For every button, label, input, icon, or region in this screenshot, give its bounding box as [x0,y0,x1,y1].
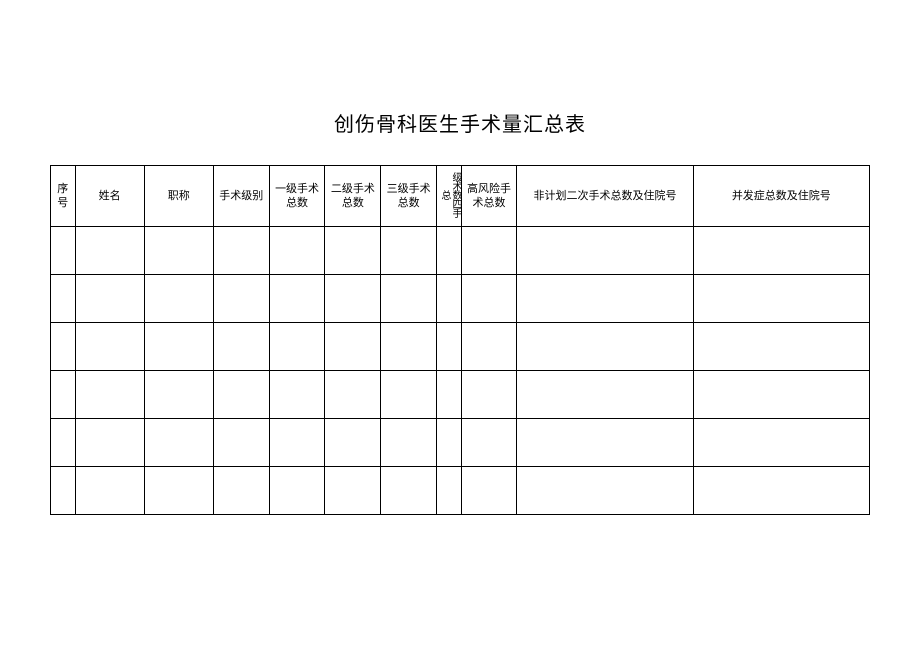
col-header-complication: 并发症总数及住院号 [693,166,869,227]
table-cell [269,227,325,275]
table-row [51,227,870,275]
table-cell [381,323,437,371]
table-cell [325,275,381,323]
table-cell [381,227,437,275]
page-title: 创伤骨科医生手术量汇总表 [50,108,870,137]
table-cell [381,371,437,419]
col-header-highrisk: 高风险手术总数 [461,166,517,227]
table-cell [51,467,76,515]
table-cell [517,227,693,275]
table-cell [517,275,693,323]
surgery-summary-table: 序号 姓名 职称 手术级别 一级手术总数 二级手术总数 三级手术总数 级术数四手… [50,165,870,515]
table-cell [75,419,144,467]
table-cell [437,323,462,371]
table-cell [269,419,325,467]
table-cell [461,323,517,371]
table-cell [437,275,462,323]
table-cell [517,419,693,467]
col-header-level2: 二级手术总数 [325,166,381,227]
table-row [51,419,870,467]
table-cell [517,371,693,419]
table-cell [381,419,437,467]
table-cell [213,227,269,275]
table-cell [144,467,213,515]
table-cell [75,467,144,515]
table-cell [269,467,325,515]
col-header-level4: 级术数四手总 [437,166,462,227]
table-cell [325,467,381,515]
col-header-level1: 一级手术总数 [269,166,325,227]
table-cell [213,275,269,323]
table-cell [461,467,517,515]
table-cell [437,227,462,275]
table-cell [325,419,381,467]
table-cell [693,371,869,419]
table-cell [75,323,144,371]
table-cell [269,371,325,419]
page-container: 创伤骨科医生手术量汇总表 序号 姓名 职称 手术级别 一级手术总数 二级手术总数… [0,0,920,515]
table-cell [51,419,76,467]
table-cell [461,371,517,419]
table-cell [213,371,269,419]
table-cell [381,275,437,323]
table-cell [693,275,869,323]
table-cell [693,467,869,515]
table-row [51,323,870,371]
table-cell [75,227,144,275]
table-cell [693,227,869,275]
col-header-index: 序号 [51,166,76,227]
table-cell [437,419,462,467]
table-cell [213,323,269,371]
table-cell [517,467,693,515]
col-header-title: 职称 [144,166,213,227]
table-cell [144,275,213,323]
table-cell [75,371,144,419]
table-cell [75,275,144,323]
table-cell [269,323,325,371]
table-cell [461,419,517,467]
col-header-level: 手术级别 [213,166,269,227]
table-cell [325,371,381,419]
table-cell [213,467,269,515]
table-row [51,467,870,515]
table-cell [517,323,693,371]
table-cell [269,275,325,323]
table-cell [144,419,213,467]
table-cell [325,323,381,371]
table-row [51,275,870,323]
table-cell [461,275,517,323]
col-header-name: 姓名 [75,166,144,227]
table-cell [693,419,869,467]
col-header-level3: 三级手术总数 [381,166,437,227]
table-cell [144,371,213,419]
table-row [51,371,870,419]
table-body [51,227,870,515]
table-header-row: 序号 姓名 职称 手术级别 一级手术总数 二级手术总数 三级手术总数 级术数四手… [51,166,870,227]
table-cell [437,371,462,419]
table-cell [437,467,462,515]
table-cell [144,323,213,371]
table-cell [51,275,76,323]
table-cell [461,227,517,275]
table-cell [381,467,437,515]
col-header-unplanned: 非计划二次手术总数及住院号 [517,166,693,227]
table-cell [693,323,869,371]
table-cell [51,227,76,275]
table-cell [325,227,381,275]
table-cell [51,371,76,419]
table-cell [144,227,213,275]
table-cell [213,419,269,467]
table-cell [51,323,76,371]
